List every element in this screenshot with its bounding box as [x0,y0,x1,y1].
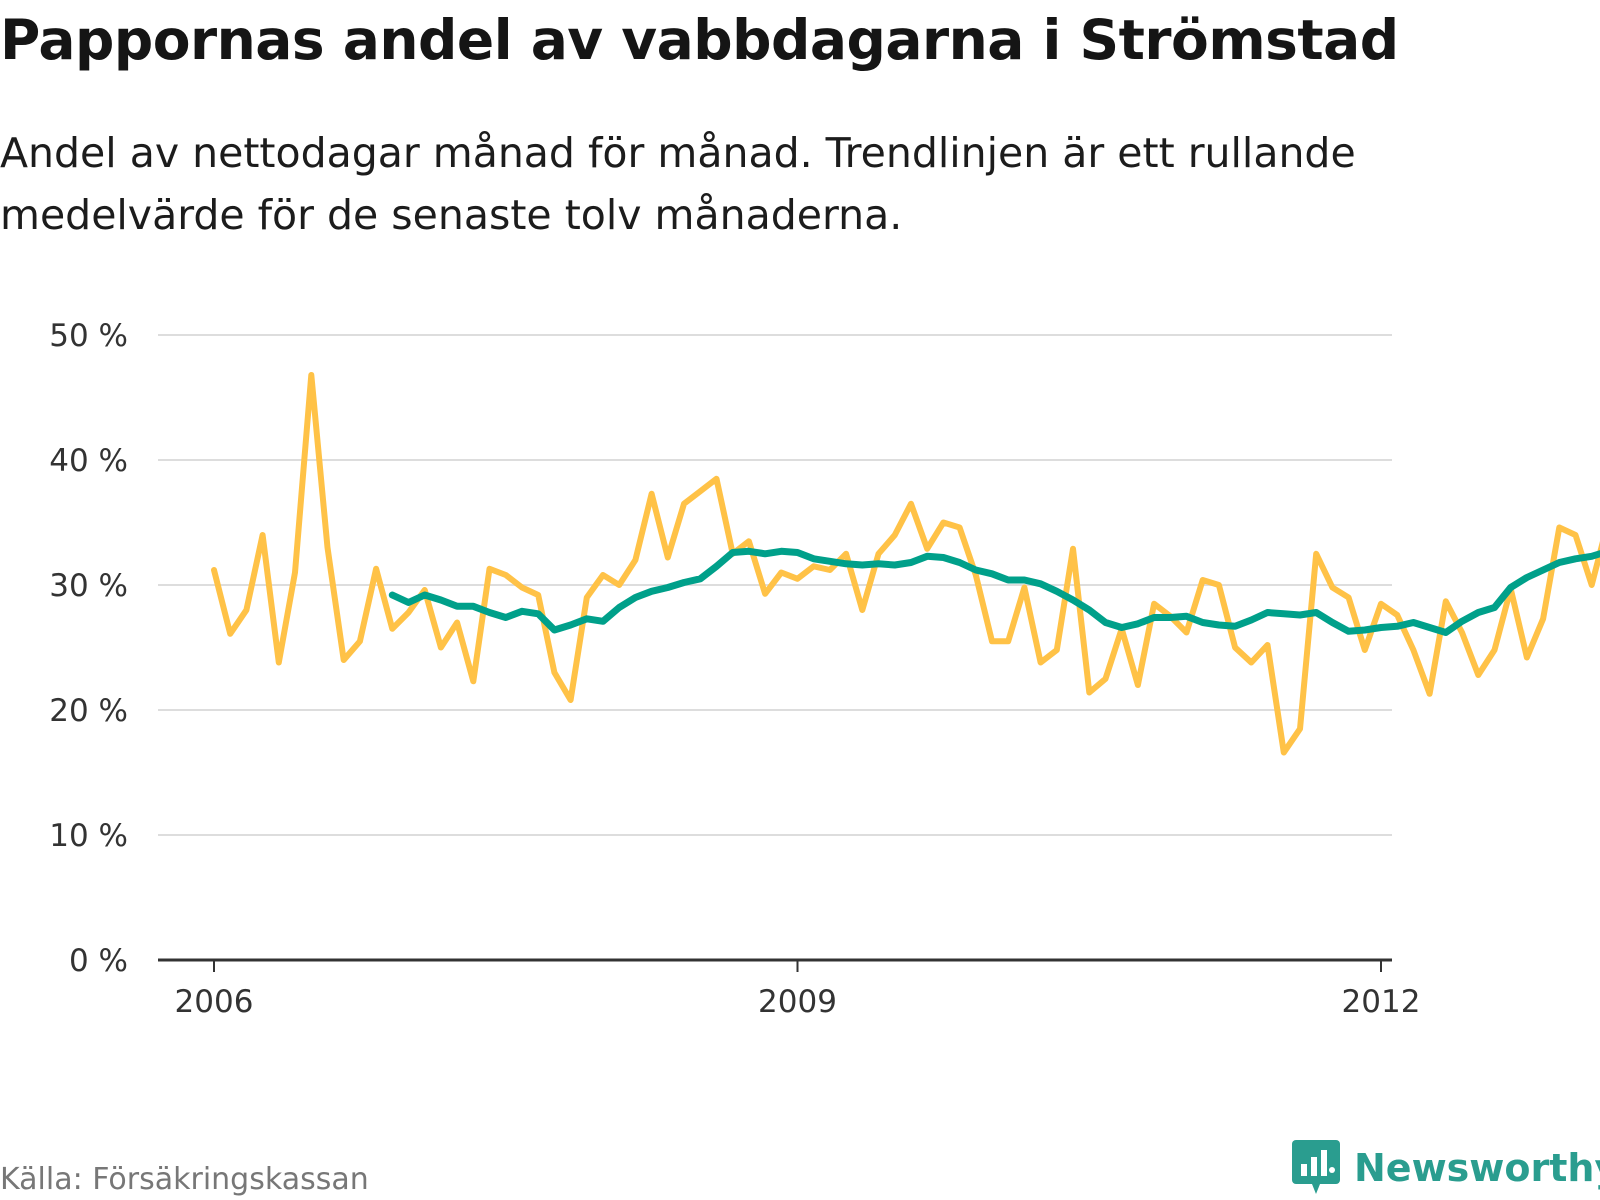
x-tick-label: 2012 [1342,984,1421,1020]
chart-title: Pappornas andel av vabbdagarna i Strömst… [0,8,1399,72]
brand-logo[interactable]: Newsworthy [1292,1140,1600,1196]
x-tick-label: 2006 [175,984,254,1020]
x-axis: 2006200920122015201820212023 [158,958,1421,1020]
y-tick-label: 20 % [49,693,128,729]
source-note: Källa: Försäkringskassan [0,1162,369,1197]
y-tick-label: 50 % [49,318,128,354]
series-line-per-month [211,372,1600,756]
y-axis-ticks: 0 % 10 % 20 % 30 % 40 % 50 % [49,318,128,979]
y-tick-label: 10 % [49,818,128,854]
y-tick-label: 0 % [69,943,128,979]
x-tick-label: 2009 [758,984,837,1020]
series-lines [211,372,1600,756]
newsworthy-logo-icon [1292,1140,1340,1194]
y-tick-label: 40 % [49,443,128,479]
series-line-trend [388,547,1600,636]
y-tick-label: 30 % [49,568,128,604]
line-chart: 0 %10 %20 %30 %40 %50 % 2006200920122015… [49,318,1600,1020]
brand-name: Newsworthy [1354,1146,1600,1190]
chart-subtitle: Andel av nettodagar månad för månad. Tre… [0,129,1356,239]
